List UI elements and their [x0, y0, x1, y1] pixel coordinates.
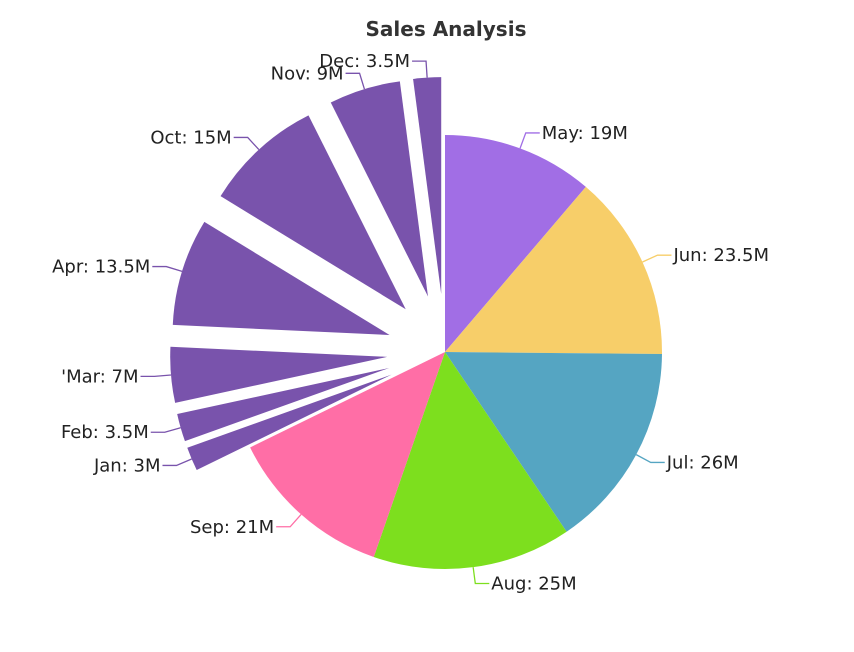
- data-label-mar: 'Mar: 7M: [61, 366, 138, 387]
- data-labels: May: 19M Jun: 23.5M Jul: 26M Aug: 25M Sep: 2…: [52, 51, 769, 594]
- data-label-jul: Jul: 26M: [666, 452, 739, 473]
- pie-slice-aug[interactable]: [373, 352, 567, 569]
- data-label-jan: Jan: 3M: [93, 455, 161, 476]
- label-connector-apr: [152, 265, 183, 273]
- pie-slice-nov[interactable]: [330, 81, 429, 297]
- label-connector-nov: [345, 72, 366, 90]
- label-connector-aug: [472, 567, 490, 585]
- label-connector-jul: [635, 454, 665, 464]
- label-connectors: [140, 60, 672, 585]
- pie-slice-apr[interactable]: [172, 221, 390, 336]
- chart-title: Sales Analysis: [366, 17, 527, 41]
- pie-slice-feb[interactable]: [177, 367, 390, 442]
- pie-slice-oct[interactable]: [220, 115, 406, 310]
- data-label-jun: Jun: 23.5M: [672, 245, 769, 266]
- data-label-may: May: 19M: [542, 123, 628, 144]
- pie-slice-jun[interactable]: [445, 186, 662, 355]
- label-connector-oct: [233, 136, 260, 151]
- label-connector-jun: [642, 254, 672, 263]
- pie-slices: [170, 77, 662, 569]
- pie-slice-sep[interactable]: [250, 352, 445, 557]
- data-label-aug: Aug: 25M: [491, 574, 576, 595]
- data-label-feb: Feb: 3.5M: [61, 422, 149, 443]
- pie-slice-jan[interactable]: [187, 374, 392, 471]
- data-label-apr: Apr: 13.5M: [52, 257, 150, 278]
- pie-slice-mar[interactable]: [170, 346, 388, 403]
- data-label-nov: Nov: 9M: [271, 63, 344, 84]
- label-connector-jan: [162, 458, 192, 467]
- data-label-oct: Oct: 15M: [150, 127, 231, 148]
- pie-slice-jul[interactable]: [445, 352, 662, 532]
- label-connector-feb: [150, 427, 181, 433]
- data-label-dec: Dec: 3.5M: [319, 51, 410, 72]
- pie-slice-may[interactable]: [445, 135, 586, 352]
- data-label-sep: Sep: 21M: [190, 517, 274, 538]
- pie-slice-dec[interactable]: [413, 77, 442, 295]
- label-connector-dec: [412, 60, 428, 78]
- label-connector-may: [519, 132, 540, 149]
- label-connector-sep: [276, 513, 302, 528]
- label-connector-mar: [140, 374, 172, 378]
